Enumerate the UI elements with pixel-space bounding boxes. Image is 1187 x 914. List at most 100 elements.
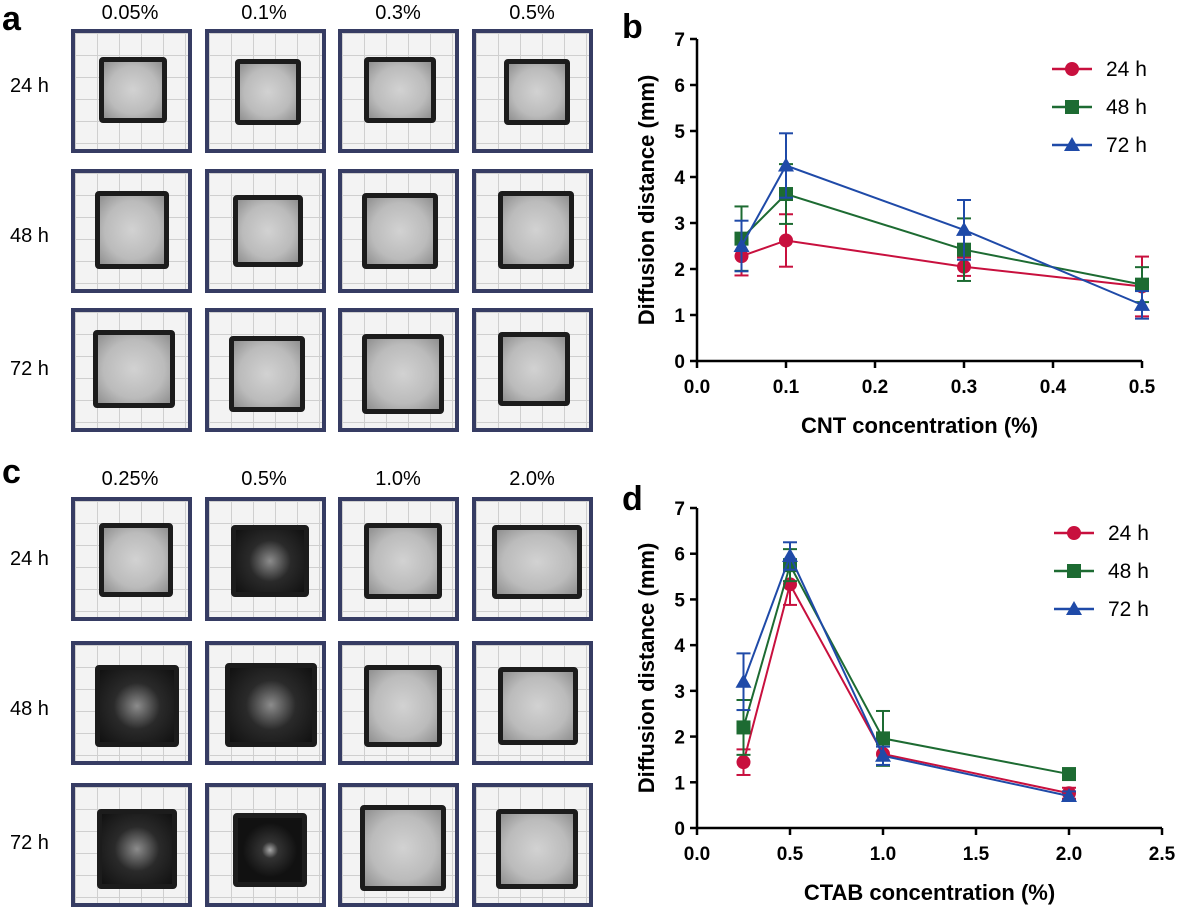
- y-tick-label: 0: [674, 819, 685, 840]
- gel-sample: [364, 57, 436, 123]
- sample-photo: [71, 641, 192, 765]
- x-tick-label: 0.5: [777, 844, 804, 865]
- gel-sample: [229, 336, 305, 412]
- sample-photo: [71, 497, 192, 621]
- x-axis-label: CNT concentration (%): [801, 413, 1038, 438]
- gel-sample: [99, 523, 173, 597]
- column-label: 2.0%: [509, 468, 555, 490]
- x-tick-label: 0.4: [1040, 377, 1067, 398]
- y-tick-label: 6: [674, 545, 685, 566]
- gel-sample: [498, 191, 574, 269]
- sample-photo: [338, 29, 459, 153]
- legend-marker: [1065, 100, 1079, 114]
- x-tick-label: 0.0: [684, 377, 710, 398]
- x-tick-label: 1.0: [870, 844, 896, 865]
- panel-label-c: c: [2, 453, 21, 491]
- panel-label-a: a: [2, 0, 21, 38]
- sample-photo: [338, 497, 459, 621]
- data-point: [736, 720, 751, 735]
- data-point: [1134, 296, 1150, 311]
- sample-photo: [205, 641, 326, 765]
- x-tick-label: 1.5: [963, 844, 990, 865]
- legend-marker: [1066, 601, 1082, 615]
- x-tick-label: 2.5: [1149, 844, 1176, 865]
- panel-label-d: d: [622, 480, 643, 518]
- sample-photo: [338, 641, 459, 765]
- legend-label: 72 h: [1108, 598, 1149, 621]
- gel-sample: [362, 334, 444, 414]
- sample-photo: [205, 497, 326, 621]
- y-tick-label: 0: [674, 352, 685, 373]
- sample-photo: [472, 497, 593, 621]
- series-line: [742, 553, 1070, 797]
- data-point: [778, 157, 794, 172]
- x-tick-label: 0.2: [862, 377, 888, 398]
- row-label: 48 h: [10, 698, 49, 720]
- legend-marker: [1065, 62, 1079, 76]
- gel-sample: [496, 809, 578, 889]
- legend-label: 24 h: [1108, 522, 1149, 545]
- data-point: [875, 747, 891, 762]
- series-24h: [734, 213, 1149, 318]
- y-axis-label: Diffusion distance (mm): [634, 543, 659, 794]
- data-point: [956, 221, 972, 236]
- x-tick-label: 0.0: [684, 844, 710, 865]
- column-label: 0.25%: [101, 468, 159, 490]
- gel-sample: [364, 665, 442, 747]
- gel-sample: [235, 59, 301, 125]
- sample-photo: [71, 29, 192, 153]
- row-label: 48 h: [10, 225, 49, 247]
- sample-photo: [472, 308, 593, 432]
- legend-label: 48 h: [1108, 560, 1149, 583]
- sample-photo: [205, 29, 326, 153]
- gel-sample: [498, 667, 578, 745]
- chart-cnt-diffusion: 0 1 2 3 4 5 6 7 0.0 0.1 0.2 0.3 0.4 0.5 CNT concentrat…: [634, 30, 1156, 438]
- row-label: 24 h: [10, 75, 49, 97]
- y-tick-label: 7: [674, 30, 685, 51]
- gel-sample: [362, 193, 438, 269]
- column-label: 1.0%: [375, 468, 421, 490]
- x-tick-label: 2.0: [1056, 844, 1082, 865]
- column-label: 0.1%: [241, 2, 287, 24]
- column-label: 0.05%: [101, 2, 159, 24]
- data-point: [1061, 788, 1077, 802]
- series-line: [741, 239, 1143, 288]
- column-label: 0.3%: [375, 2, 421, 24]
- sample-photo: [472, 783, 593, 907]
- series-72h: [733, 132, 1150, 320]
- data-point: [736, 755, 751, 770]
- sample-photo: [472, 169, 593, 293]
- legend-label: 72 h: [1106, 134, 1147, 157]
- panel-label-b: b: [622, 8, 643, 46]
- gel-sample: [364, 523, 442, 599]
- gel-sample: [95, 665, 179, 747]
- data-point: [733, 238, 750, 252]
- gel-sample: [498, 332, 570, 406]
- y-tick-label: 3: [674, 214, 685, 235]
- sample-photo: [205, 308, 326, 432]
- gel-sample: [97, 809, 177, 889]
- column-label: 0.5%: [241, 468, 287, 490]
- series-line: [742, 562, 1070, 776]
- series-line: [740, 164, 1143, 306]
- row-label: 72 h: [10, 832, 49, 854]
- gel-sample: [225, 663, 317, 747]
- legend-label: 48 h: [1106, 96, 1147, 119]
- chart-ctab-diffusion: 0 1 2 3 4 5 6 7 0.0 0.5 1.0 1.5 2.0 2.5 CTAB concentra…: [634, 499, 1176, 905]
- gel-sample: [233, 195, 303, 267]
- y-tick-label: 1: [674, 773, 685, 794]
- sample-photo: [338, 308, 459, 432]
- gel-sample: [504, 59, 570, 125]
- gel-sample: [360, 805, 446, 891]
- sample-photo: [338, 783, 459, 907]
- series-72h: [735, 541, 1077, 802]
- sample-photo: [71, 308, 192, 432]
- y-tick-label: 5: [674, 122, 685, 143]
- legend-marker: [1067, 564, 1081, 578]
- legend-label: 24 h: [1106, 58, 1147, 81]
- x-tick-label: 0.1: [773, 377, 800, 398]
- sample-photo: [205, 169, 326, 293]
- y-axis-label: Diffusion distance (mm): [634, 75, 659, 326]
- y-tick-label: 2: [674, 728, 685, 749]
- legend-marker: [1067, 526, 1081, 540]
